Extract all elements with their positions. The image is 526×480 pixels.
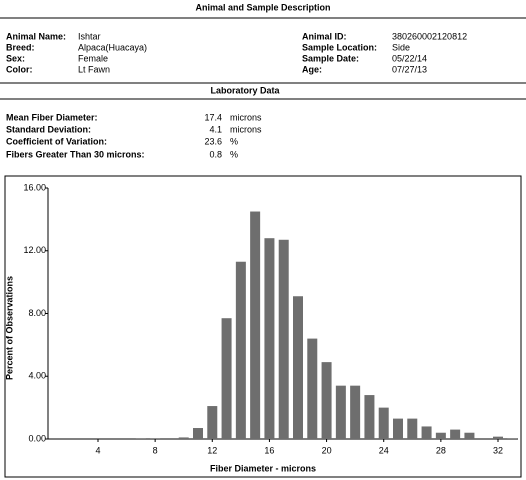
bar [321,362,332,439]
bar [278,239,289,439]
field-label: Age: [302,64,322,74]
y-tick-label: 12.00 [23,245,46,255]
bar [307,338,318,439]
bar [450,429,461,439]
bar [235,261,246,439]
lab-label: Standard Deviation: [6,124,91,134]
field-value: 380260002120812 [392,31,467,41]
x-axis-title: Fiber Diameter - microns [210,463,316,473]
lab-value: 0.8 [209,149,222,159]
y-tick-label: 4.00 [28,371,46,381]
bar [421,426,432,439]
x-tick-label: 16 [264,445,274,455]
field-value: 07/27/13 [392,64,427,74]
field-label: Animal Name: [6,31,66,41]
y-tick-label: 8.00 [28,308,46,318]
x-tick-label: 24 [379,445,389,455]
x-tick-label: 4 [95,445,100,455]
field-value: 05/22/14 [392,53,427,63]
x-tick-label: 12 [207,445,217,455]
bar [464,432,475,439]
bar [407,418,418,439]
bar [150,438,161,439]
bar [221,318,232,439]
lab-label: Coefficient of Variation: [6,136,107,146]
bar [393,418,403,439]
lab-value: 17.4 [204,112,222,122]
lab-unit: % [230,149,238,159]
lab-unit: microns [230,124,262,134]
lab-label: Mean Fiber Diameter: [6,112,98,122]
section-title: Laboratory Data [210,85,280,95]
x-tick-label: 8 [153,445,158,455]
lab-unit: % [230,136,238,146]
lab-value: 23.6 [204,136,222,146]
bar [350,385,361,439]
field-value: Female [78,53,108,63]
x-tick-label: 20 [322,445,332,455]
bar [178,437,189,439]
field-label: Color: [6,64,33,74]
field-label: Breed: [6,42,35,52]
x-tick-label: 32 [493,445,503,455]
bar [207,406,218,439]
bar [435,432,446,439]
bar [335,385,346,439]
y-tick-label: 0.00 [28,433,46,443]
lab-unit: microns [230,112,262,122]
field-value: Lt Fawn [78,64,110,74]
chart-frame [4,175,522,478]
bar [193,428,203,439]
bar [250,211,261,439]
section-title: Animal and Sample Description [195,2,330,12]
field-value: Alpaca(Huacaya) [78,42,147,52]
field-value: Ishtar [78,31,101,41]
bar [264,238,275,439]
field-label: Animal ID: [302,31,347,41]
field-label: Sample Date: [302,53,359,63]
lab-label: Fibers Greater Than 30 microns: [6,149,145,159]
bar [135,438,146,439]
lab-value: 4.1 [209,124,222,134]
y-axis-title: Percent of Observations [4,276,14,380]
bar [493,436,503,439]
field-label: Sex: [6,53,25,63]
bar [507,438,518,439]
x-tick-label: 28 [436,445,446,455]
field-value: Side [392,42,410,52]
field-label: Sample Location: [302,42,377,52]
bar [378,407,389,439]
y-tick-label: 16.00 [23,182,46,192]
bar [293,296,303,439]
bar [364,395,375,439]
